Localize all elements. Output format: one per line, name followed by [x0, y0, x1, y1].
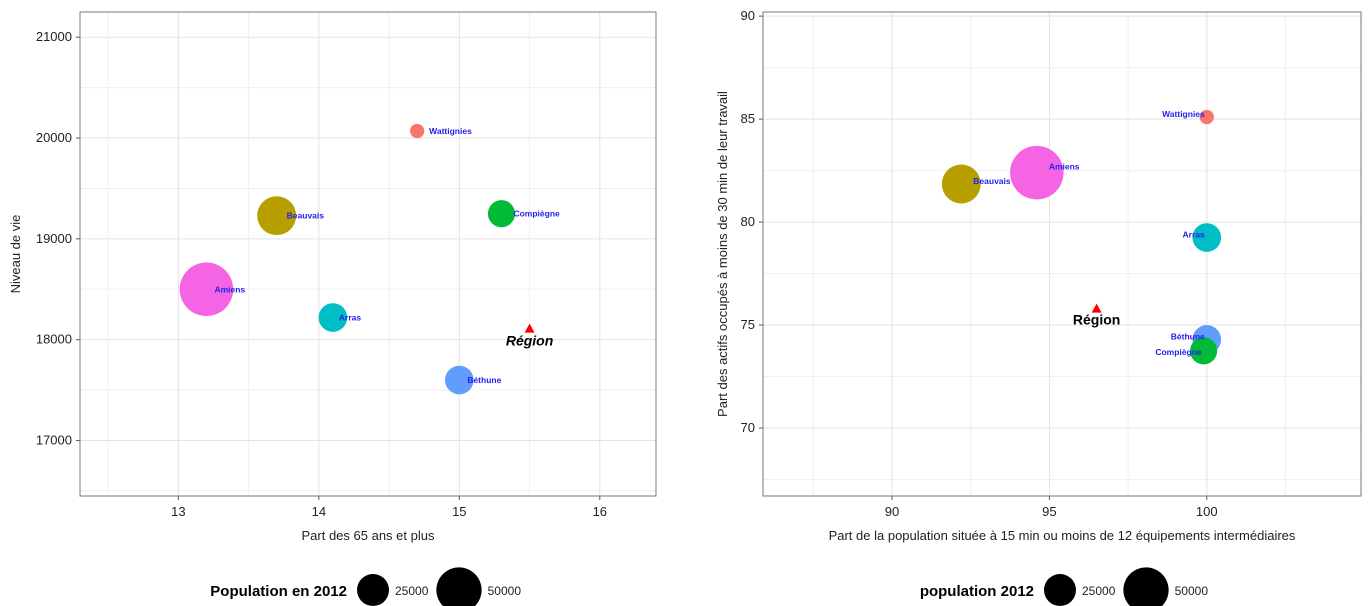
x-tick-label: 90: [885, 504, 899, 519]
x-tick-label: 13: [171, 504, 185, 519]
region-label: Région: [506, 333, 553, 349]
legend-title: Population en 2012: [210, 583, 347, 600]
legend-label: 50000: [1175, 584, 1209, 598]
y-tick-label: 85: [741, 111, 755, 126]
region-marker: [1091, 303, 1102, 313]
y-axis-title: Niveau de vie: [8, 215, 23, 294]
y-tick-label: 90: [741, 8, 755, 23]
point-label: Béthune: [1171, 331, 1205, 341]
x-axis-title: Part des 65 ans et plus: [302, 528, 435, 543]
legend-bubble: [1123, 567, 1169, 606]
y-tick-label: 17000: [36, 433, 72, 448]
point-label: Compiègne: [1155, 347, 1202, 357]
bubble-beauvais: [941, 164, 981, 204]
x-axis-title: Part de la population située à 15 min ou…: [829, 528, 1296, 543]
y-axis-title: Part des actifs occupés à moins de 30 mi…: [715, 91, 730, 417]
bubble-arras: [1192, 223, 1222, 252]
y-tick-label: 70: [741, 420, 755, 435]
point-label: Beauvais: [287, 211, 325, 221]
y-tick-label: 75: [741, 317, 755, 332]
bubble-wattignies: [410, 123, 425, 139]
plot-border: [79, 11, 657, 497]
point-label: Arras: [339, 313, 361, 323]
point-label: Béthune: [467, 375, 501, 385]
bubble-compiegne: [1190, 337, 1218, 365]
y-tick-label: 21000: [36, 29, 72, 44]
x-tick-label: 100: [1196, 504, 1218, 519]
legend-title: population 2012: [920, 583, 1034, 600]
point-label: Compiègne: [513, 209, 560, 219]
region-label: Région: [1073, 312, 1120, 328]
y-tick-label: 80: [741, 214, 755, 229]
legend-bubble: [357, 574, 389, 606]
point-label: Wattignies: [1162, 109, 1205, 119]
y-tick-label: 20000: [36, 130, 72, 145]
size-legend: Population en 2012 25000 50000: [210, 567, 521, 606]
y-tick-label: 19000: [36, 231, 72, 246]
x-tick-label: 16: [593, 504, 607, 519]
legend-label: 25000: [1082, 584, 1116, 598]
x-tick-label: 15: [452, 504, 466, 519]
size-legend: population 2012 25000 50000: [920, 567, 1209, 606]
legend-label: 25000: [395, 584, 429, 598]
bubble-beauvais: [257, 196, 297, 236]
bubble-amiens: [179, 262, 234, 317]
legend-bubble: [1044, 574, 1076, 606]
point-label: Amiens: [1049, 162, 1080, 172]
legend-bubble: [436, 567, 482, 606]
bubble-amiens: [1010, 145, 1064, 200]
bubble-wattignies: [1199, 109, 1214, 125]
legend-label: 50000: [488, 584, 522, 598]
y-tick-label: 18000: [36, 332, 72, 347]
point-label: Amiens: [214, 284, 245, 294]
point-label: Arras: [1183, 230, 1205, 240]
chart-panel-2: 90 95 100 70 75 80 85 90 Wattignies Beauvais Amien…: [715, 8, 1362, 606]
point-label: Beauvais: [973, 176, 1011, 186]
bubble-compiegne: [487, 200, 516, 228]
plot-border: [762, 11, 1362, 497]
bubble-bethune: [445, 365, 474, 395]
bubble-arras: [318, 303, 348, 332]
x-tick-label: 14: [312, 504, 326, 519]
x-tick-label: 95: [1042, 504, 1056, 519]
point-label: Wattignies: [429, 126, 472, 136]
chart-panel-1: 13 14 15 16 17000 18000 19000 20000 21000 Wattign…: [8, 11, 657, 606]
region-marker: [524, 323, 535, 333]
